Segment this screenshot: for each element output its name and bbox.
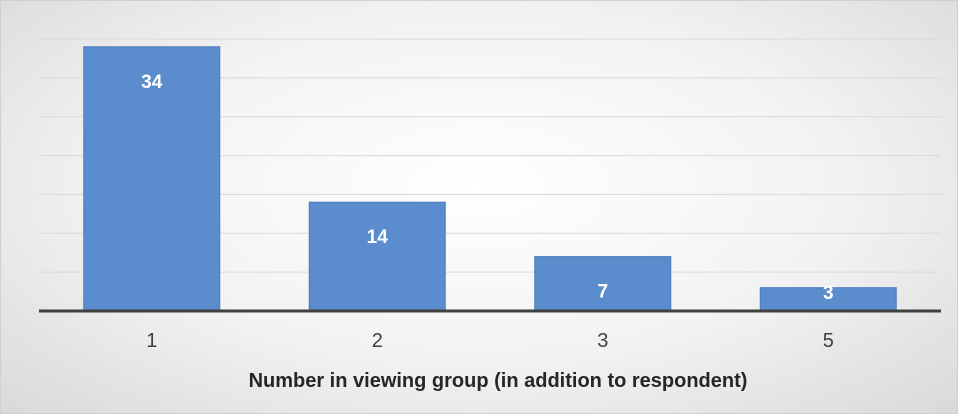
data-label-3: 7 [597, 282, 608, 303]
bar-3 [534, 256, 672, 312]
x-tick-label-1: 1 [146, 330, 157, 352]
bars [83, 46, 897, 312]
x-tick-label-3: 3 [597, 330, 608, 352]
data-label-1: 34 [141, 72, 163, 93]
bar-2 [308, 201, 446, 312]
data-label-2: 14 [367, 227, 389, 248]
x-axis-title: Number in viewing group (in addition to … [249, 370, 748, 392]
x-tick-labels: 1 2 3 5 [146, 330, 834, 352]
data-labels: 34 14 7 3 [141, 72, 833, 304]
x-tick-label-5: 5 [823, 330, 834, 352]
data-label-5: 3 [823, 283, 834, 304]
x-tick-label-2: 2 [372, 330, 383, 352]
